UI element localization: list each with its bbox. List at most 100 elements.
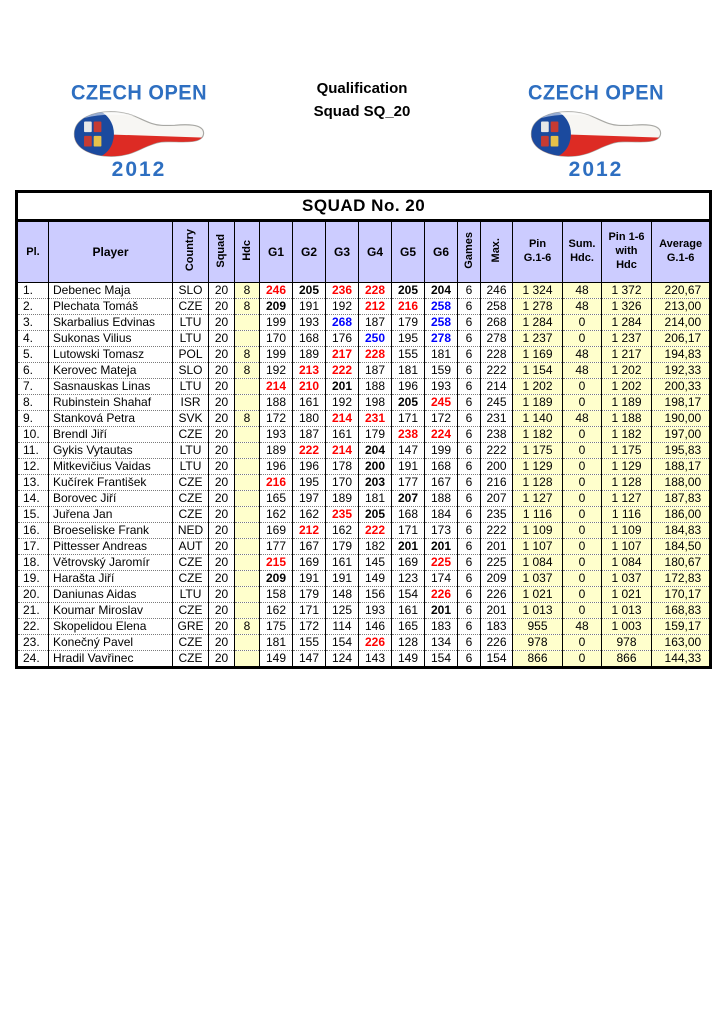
cell-g6: 168 [424,458,458,475]
cell-g4: 204 [358,442,392,459]
cell-place: 20. [16,586,49,603]
cell-g5: 238 [391,426,425,443]
cell-g6: 154 [424,650,458,668]
cell-max: 201 [480,538,513,555]
cell-hdc [234,570,260,587]
cell-g3: 214 [325,410,359,427]
cell-g2: 210 [292,378,326,395]
cell-hdc [234,522,260,539]
cell-pin-with-hdc: 1 127 [601,490,652,507]
cell-pin-total: 1 116 [512,506,563,523]
cell-player: Lutowski Tomasz [48,346,173,363]
cell-pin-with-hdc: 1 084 [601,554,652,571]
cell-pin-total: 1 013 [512,602,563,619]
cell-sum-hdc: 0 [562,458,602,475]
cell-g5: 201 [391,538,425,555]
cell-hdc: 8 [234,298,260,315]
cell-games: 6 [457,362,481,379]
col-header-country: Country [172,220,209,283]
cell-country: CZE [172,570,209,587]
cell-hdc: 8 [234,346,260,363]
cell-pin-total: 1 202 [512,378,563,395]
cell-squad: 20 [208,602,235,619]
cell-g1: 177 [259,538,293,555]
cell-country: SLO [172,362,209,379]
cell-country: CZE [172,650,209,668]
cell-games: 6 [457,570,481,587]
cell-g2: 205 [292,282,326,299]
cell-g1: 172 [259,410,293,427]
table-row: 19. Harašta Jiří CZE 20 209 191 191 149 123 174 6 2… [16,570,711,587]
cell-player: Juřena Jan [48,506,173,523]
cell-average: 172,83 [650,570,711,587]
cell-g4: 193 [358,602,392,619]
cell-average: 168,83 [650,602,711,619]
cell-hdc: 8 [234,410,260,427]
cell-hdc [234,378,260,395]
cell-average: 170,17 [650,586,711,603]
col-header-g3: G3 [325,220,359,283]
cell-g4: 228 [358,346,392,363]
cell-sum-hdc: 0 [562,634,602,651]
cell-g3: 268 [325,314,359,331]
cell-g5: 191 [391,458,425,475]
cell-hdc [234,586,260,603]
cell-squad: 20 [208,634,235,651]
cell-g3: 148 [325,586,359,603]
cell-squad: 20 [208,522,235,539]
cell-g1: 209 [259,298,293,315]
cell-pin-with-hdc: 1 202 [601,378,652,395]
table-row: 9. Stanková Petra SVK 20 8 172 180 214 231 171 172… [16,410,711,427]
cell-squad: 20 [208,650,235,668]
col-header-place: Pl. [16,220,49,283]
cell-hdc [234,458,260,475]
cell-sum-hdc: 48 [562,618,602,635]
cell-player: Daniunas Aidas [48,586,173,603]
cell-place: 15. [16,506,49,523]
cell-average: 192,33 [650,362,711,379]
logo-title: CZECH OPEN [70,81,208,105]
cell-squad: 20 [208,298,235,315]
cell-max: 214 [480,378,513,395]
cell-hdc [234,554,260,571]
cell-g5: 123 [391,570,425,587]
cell-games: 6 [457,378,481,395]
cell-g5: 147 [391,442,425,459]
cell-g3: 154 [325,634,359,651]
cell-average: 180,67 [650,554,711,571]
cell-g1: 209 [259,570,293,587]
cell-pin-with-hdc: 1 107 [601,538,652,555]
table-row: 7. Sasnauskas Linas LTU 20 214 210 201 188 196 19… [16,378,711,395]
cell-pin-with-hdc: 1 175 [601,442,652,459]
heading-line-qualification: Qualification [316,80,408,97]
cell-g1: 189 [259,442,293,459]
cell-pin-with-hdc: 1 116 [601,506,652,523]
cell-squad: 20 [208,474,235,491]
cell-g3: 222 [325,362,359,379]
cell-g6: 226 [424,586,458,603]
cell-average: 144,33 [650,650,711,668]
cell-g1: 188 [259,394,293,411]
cell-average: 198,17 [650,394,711,411]
cell-g1: 196 [259,458,293,475]
cell-squad: 20 [208,330,235,347]
cell-hdc: 8 [234,618,260,635]
cell-g2: 191 [292,570,326,587]
cell-g4: 198 [358,394,392,411]
cell-squad: 20 [208,394,235,411]
table-row: 3. Skarbalius Edvinas LTU 20 199 193 268 187 179… [16,314,711,331]
cell-g4: 156 [358,586,392,603]
table-row: 20. Daniunas Aidas LTU 20 158 179 148 156 154 226… [16,586,711,603]
cell-pin-with-hdc: 1 021 [601,586,652,603]
cell-g1: 246 [259,282,293,299]
cell-squad: 20 [208,442,235,459]
cell-place: 14. [16,490,49,507]
cell-sum-hdc: 48 [562,410,602,427]
cell-max: 200 [480,458,513,475]
cell-sum-hdc: 0 [562,330,602,347]
col-header-average: Average G.1-6 [650,220,711,283]
cell-place: 19. [16,570,49,587]
cell-place: 21. [16,602,49,619]
cell-max: 258 [480,298,513,315]
cell-g4: 149 [358,570,392,587]
